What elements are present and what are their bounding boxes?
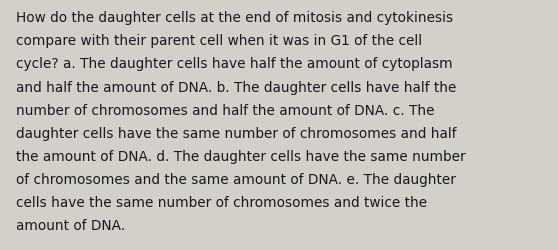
Text: number of chromosomes and half the amount of DNA. c. The: number of chromosomes and half the amoun… bbox=[16, 103, 434, 117]
Text: How do the daughter cells at the end of mitosis and cytokinesis: How do the daughter cells at the end of … bbox=[16, 11, 453, 25]
Text: the amount of DNA. d. The daughter cells have the same number: the amount of DNA. d. The daughter cells… bbox=[16, 149, 465, 163]
Text: amount of DNA.: amount of DNA. bbox=[16, 218, 125, 232]
Text: daughter cells have the same number of chromosomes and half: daughter cells have the same number of c… bbox=[16, 126, 456, 140]
Text: and half the amount of DNA. b. The daughter cells have half the: and half the amount of DNA. b. The daugh… bbox=[16, 80, 456, 94]
Text: cycle? a. The daughter cells have half the amount of cytoplasm: cycle? a. The daughter cells have half t… bbox=[16, 57, 452, 71]
Text: cells have the same number of chromosomes and twice the: cells have the same number of chromosome… bbox=[16, 195, 427, 209]
Text: compare with their parent cell when it was in G1 of the cell: compare with their parent cell when it w… bbox=[16, 34, 422, 48]
Text: of chromosomes and the same amount of DNA. e. The daughter: of chromosomes and the same amount of DN… bbox=[16, 172, 455, 186]
